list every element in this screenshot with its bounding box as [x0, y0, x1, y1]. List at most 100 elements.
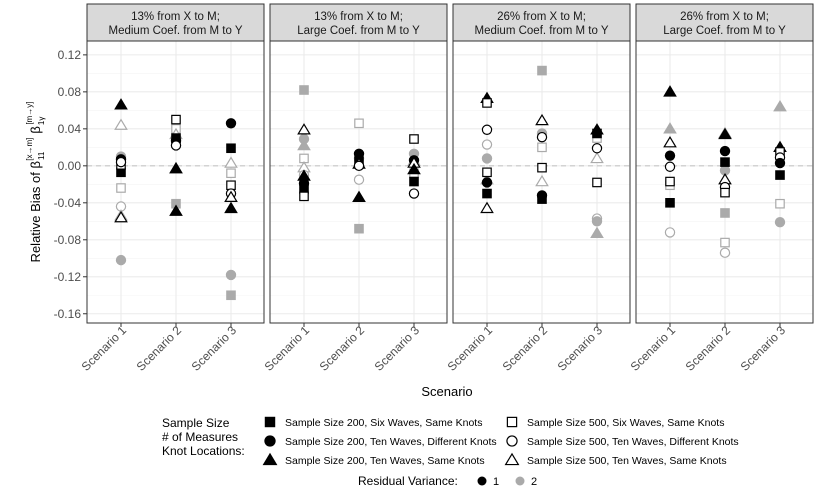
facet-title-line1: 13% from X to M;: [314, 11, 403, 23]
data-point: [224, 201, 238, 214]
y-axis-label-part: 11: [37, 151, 46, 160]
x-tick-label: Scenario 1: [628, 323, 679, 374]
data-point: [115, 156, 127, 168]
y-tick-label: -0.08: [54, 233, 82, 247]
data-point: [299, 191, 309, 202]
legend-key: [264, 435, 276, 447]
data-point: [774, 157, 786, 169]
facet-strip: [452, 3, 631, 42]
data-point: [536, 131, 548, 143]
data-point: [115, 254, 127, 266]
data-point: [409, 134, 419, 144]
y-axis-label-part: 1γ: [37, 117, 46, 125]
legend-shape-title: Knot Locations:: [162, 444, 245, 458]
legend-label: Sample Size 200, Ten Waves, Different Kn…: [285, 436, 497, 448]
data-point: [665, 176, 675, 187]
data-point: [664, 227, 676, 238]
data-point: [225, 118, 237, 129]
data-point: [718, 127, 732, 140]
x-tick-label: Scenario 2: [500, 323, 551, 374]
x-tick-label: Scenario 1: [262, 323, 313, 374]
data-point: [773, 99, 787, 112]
data-point: [591, 143, 603, 154]
legend-color-key: [477, 476, 487, 486]
facet-strip: [635, 3, 814, 42]
data-point: [408, 188, 420, 199]
facet-panel: 13% from X to M; Medium Coef. from M to Y…: [79, 3, 265, 374]
legend-key: [262, 452, 278, 466]
data-point: [353, 174, 365, 185]
x-tick-label: Scenario 3: [738, 323, 789, 374]
legend-label: Sample Size 500, Ten Waves, Same Knots: [527, 455, 727, 467]
legend-shape-title: Sample Size: [162, 416, 230, 430]
data-point: [720, 208, 730, 218]
data-point: [774, 217, 786, 228]
facet-title-line1: 26% from X to M;: [497, 11, 586, 23]
data-point: [535, 113, 549, 126]
x-tick-label: Scenario 1: [445, 323, 496, 374]
data-point: [169, 204, 183, 216]
data-point: [225, 269, 237, 281]
data-point: [591, 216, 603, 227]
data-point: [537, 194, 547, 204]
legend-color-label: 2: [531, 476, 537, 488]
data-point: [226, 290, 236, 301]
facet-strip: [86, 3, 265, 42]
data-point: [481, 139, 493, 150]
x-tick-label: Scenario 2: [317, 323, 368, 374]
y-tick-label: 0.00: [58, 159, 82, 173]
data-point: [592, 177, 602, 188]
y-axis-label-part: Relative Bias of β: [28, 161, 43, 262]
legend-key: [264, 416, 276, 428]
data-point: [297, 123, 311, 135]
data-point: [720, 187, 730, 198]
facet-panels: 13% from X to M; Medium Coef. from M to Y…: [79, 3, 814, 374]
data-point: [663, 85, 677, 97]
data-point: [481, 177, 493, 188]
y-axis-label-part: β: [28, 126, 43, 133]
data-point: [409, 176, 419, 187]
data-point: [664, 150, 676, 161]
data-point: [775, 170, 785, 180]
data-point: [664, 161, 676, 172]
data-point: [297, 138, 311, 151]
data-point: [720, 237, 730, 248]
y-axis-label-part: [m→y]: [25, 102, 34, 125]
data-point: [535, 174, 549, 187]
data-point: [590, 226, 604, 239]
data-point: [663, 122, 677, 134]
data-point: [226, 180, 236, 191]
data-point: [114, 118, 128, 130]
legend-shape-title: # of Measures: [162, 430, 238, 444]
data-point: [590, 151, 604, 164]
data-point: [354, 118, 364, 129]
legend-label: Sample Size 500, Ten Waves, Different Kn…: [527, 436, 739, 448]
data-point: [480, 201, 494, 214]
y-tick-label: -0.04: [54, 196, 82, 210]
y-tick-label: -0.12: [54, 270, 82, 284]
legend-key: [506, 416, 518, 428]
data-point: [592, 128, 602, 139]
data-point: [169, 161, 183, 174]
data-point: [114, 210, 128, 223]
data-point: [719, 145, 731, 157]
facet-title-line1: 13% from X to M;: [131, 11, 220, 23]
data-point: [719, 247, 731, 258]
facet-panel: 26% from X to M; Medium Coef. from M to Y…: [445, 3, 631, 374]
legend-label: Sample Size 200, Six Waves, Same Knots: [285, 417, 482, 429]
data-point: [226, 143, 236, 154]
legend-label: Sample Size 200, Ten Waves, Same Knots: [285, 455, 485, 467]
facet-title-line2: Medium Coef. from M to Y: [475, 25, 609, 37]
facet-title-line2: Medium Coef. from M to Y: [109, 25, 243, 37]
y-axis-label: Relative Bias of β11[x→m] β1γ[m→y]: [25, 102, 46, 263]
data-point: [352, 190, 366, 202]
legend-label: Sample Size 500, Six Waves, Same Knots: [527, 417, 724, 429]
x-tick-label: Scenario 3: [555, 323, 606, 374]
facet-title-line2: Large Coef. from M to Y: [297, 25, 420, 37]
data-point: [720, 157, 730, 167]
data-point: [226, 168, 236, 179]
x-tick-label: Scenario 2: [134, 323, 185, 374]
data-point: [114, 98, 128, 110]
data-point: [171, 114, 181, 125]
data-point: [481, 124, 493, 135]
